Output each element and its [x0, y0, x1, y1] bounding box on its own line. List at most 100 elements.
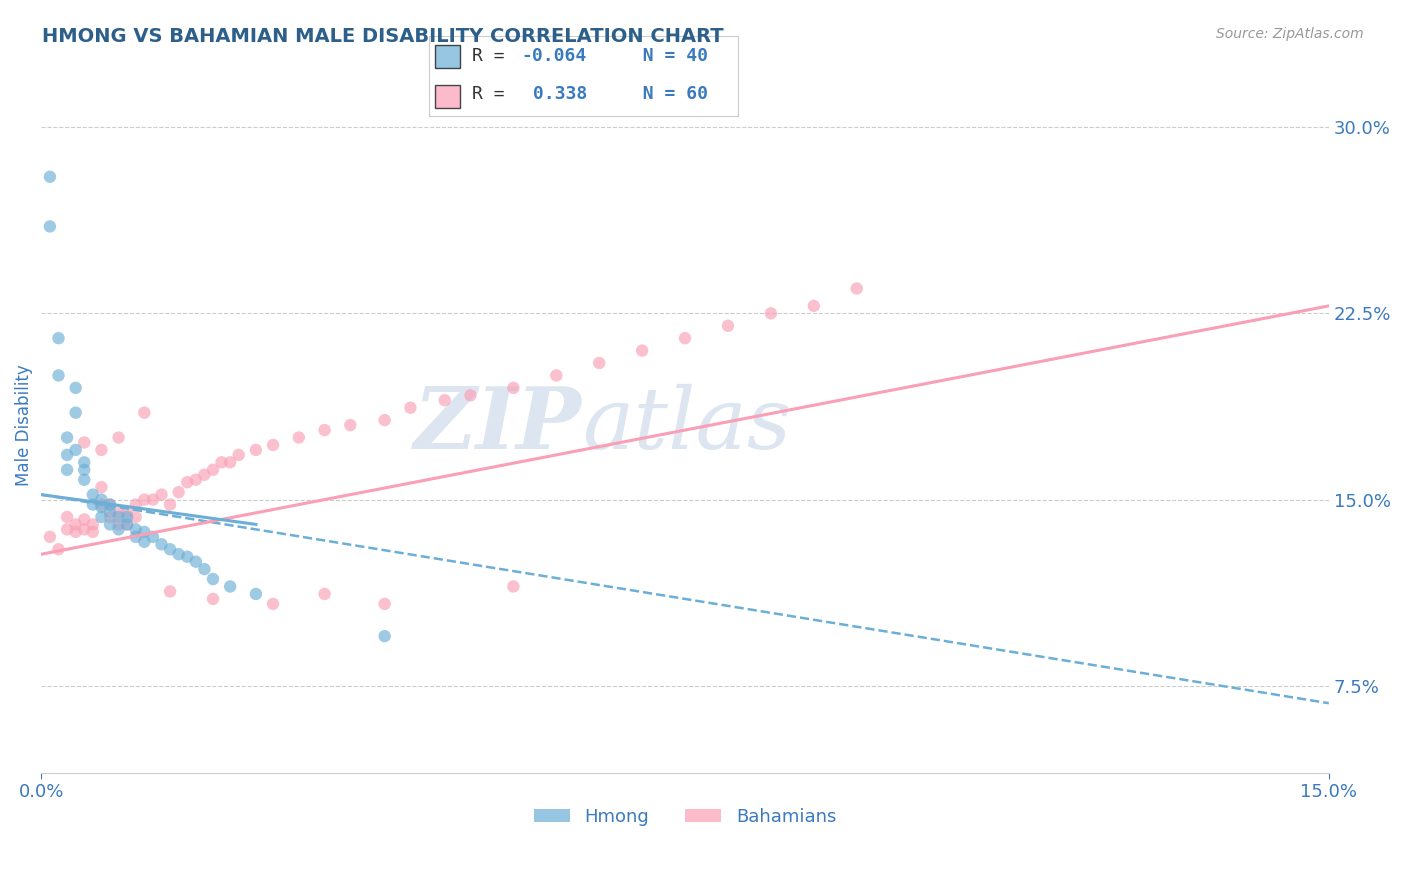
Point	[56, 448, 79, 462]
Point	[115, 510, 138, 524]
Point	[339, 418, 361, 433]
Point	[134, 534, 156, 549]
Point	[845, 281, 868, 295]
Point	[56, 510, 79, 524]
Point	[73, 512, 96, 526]
Point	[201, 463, 224, 477]
Point	[588, 356, 610, 370]
Point	[184, 555, 207, 569]
Point	[142, 492, 165, 507]
Text: atlas: atlas	[582, 384, 792, 467]
Point	[159, 542, 181, 557]
Point	[73, 435, 96, 450]
Point	[115, 517, 138, 532]
Point	[262, 597, 284, 611]
Point	[90, 498, 112, 512]
Point	[176, 549, 198, 564]
Point	[82, 524, 104, 539]
Legend: Hmong, Bahamians: Hmong, Bahamians	[527, 801, 844, 833]
Point	[90, 480, 112, 494]
Point	[219, 455, 242, 469]
Point	[125, 530, 148, 544]
Point	[134, 524, 156, 539]
Point	[245, 587, 267, 601]
Point	[90, 492, 112, 507]
Point	[134, 406, 156, 420]
Point	[98, 505, 121, 519]
Point	[115, 517, 138, 532]
Point	[433, 393, 456, 408]
Point	[262, 438, 284, 452]
FancyBboxPatch shape	[434, 86, 460, 108]
Point	[39, 219, 62, 234]
Point	[65, 524, 87, 539]
Point	[193, 467, 215, 482]
Point	[546, 368, 568, 383]
Text: R =: R =	[472, 86, 516, 103]
Point	[39, 530, 62, 544]
Point	[314, 423, 336, 437]
Point	[82, 498, 104, 512]
Text: 0.338: 0.338	[522, 86, 586, 103]
Point	[65, 406, 87, 420]
Point	[107, 505, 129, 519]
Point	[167, 485, 190, 500]
Point	[48, 331, 70, 345]
Point	[201, 572, 224, 586]
Point	[98, 517, 121, 532]
Point	[98, 510, 121, 524]
Point	[159, 584, 181, 599]
Point	[219, 580, 242, 594]
Point	[90, 442, 112, 457]
Text: -0.064: -0.064	[522, 46, 586, 65]
Point	[82, 517, 104, 532]
Point	[502, 580, 524, 594]
Point	[73, 455, 96, 469]
Point	[65, 381, 87, 395]
Text: ZIP: ZIP	[415, 384, 582, 467]
Point	[245, 442, 267, 457]
Point	[159, 498, 181, 512]
Point	[65, 517, 87, 532]
Point	[201, 591, 224, 606]
Text: R =: R =	[472, 46, 516, 65]
Point	[399, 401, 422, 415]
Point	[211, 455, 233, 469]
Point	[125, 522, 148, 536]
Point	[167, 547, 190, 561]
Point	[115, 505, 138, 519]
Point	[803, 299, 825, 313]
Point	[65, 442, 87, 457]
Point	[673, 331, 696, 345]
Point	[98, 498, 121, 512]
Point	[107, 430, 129, 444]
Point	[82, 488, 104, 502]
Text: Source: ZipAtlas.com: Source: ZipAtlas.com	[1216, 27, 1364, 41]
FancyBboxPatch shape	[434, 45, 460, 68]
Y-axis label: Male Disability: Male Disability	[15, 364, 32, 486]
Point	[502, 381, 524, 395]
Point	[56, 522, 79, 536]
Point	[314, 587, 336, 601]
Point	[717, 318, 740, 333]
Point	[73, 522, 96, 536]
Point	[150, 488, 173, 502]
Point	[48, 368, 70, 383]
Point	[73, 473, 96, 487]
Point	[48, 542, 70, 557]
Point	[125, 498, 148, 512]
Point	[193, 562, 215, 576]
Point	[374, 413, 396, 427]
Point	[759, 306, 782, 320]
Point	[142, 530, 165, 544]
Point	[107, 522, 129, 536]
Point	[107, 510, 129, 524]
Point	[56, 430, 79, 444]
Text: N = 40: N = 40	[620, 46, 707, 65]
Point	[631, 343, 654, 358]
Text: HMONG VS BAHAMIAN MALE DISABILITY CORRELATION CHART: HMONG VS BAHAMIAN MALE DISABILITY CORREL…	[42, 27, 724, 45]
Point	[98, 498, 121, 512]
Text: N = 60: N = 60	[620, 86, 707, 103]
Point	[134, 492, 156, 507]
Point	[107, 517, 129, 532]
